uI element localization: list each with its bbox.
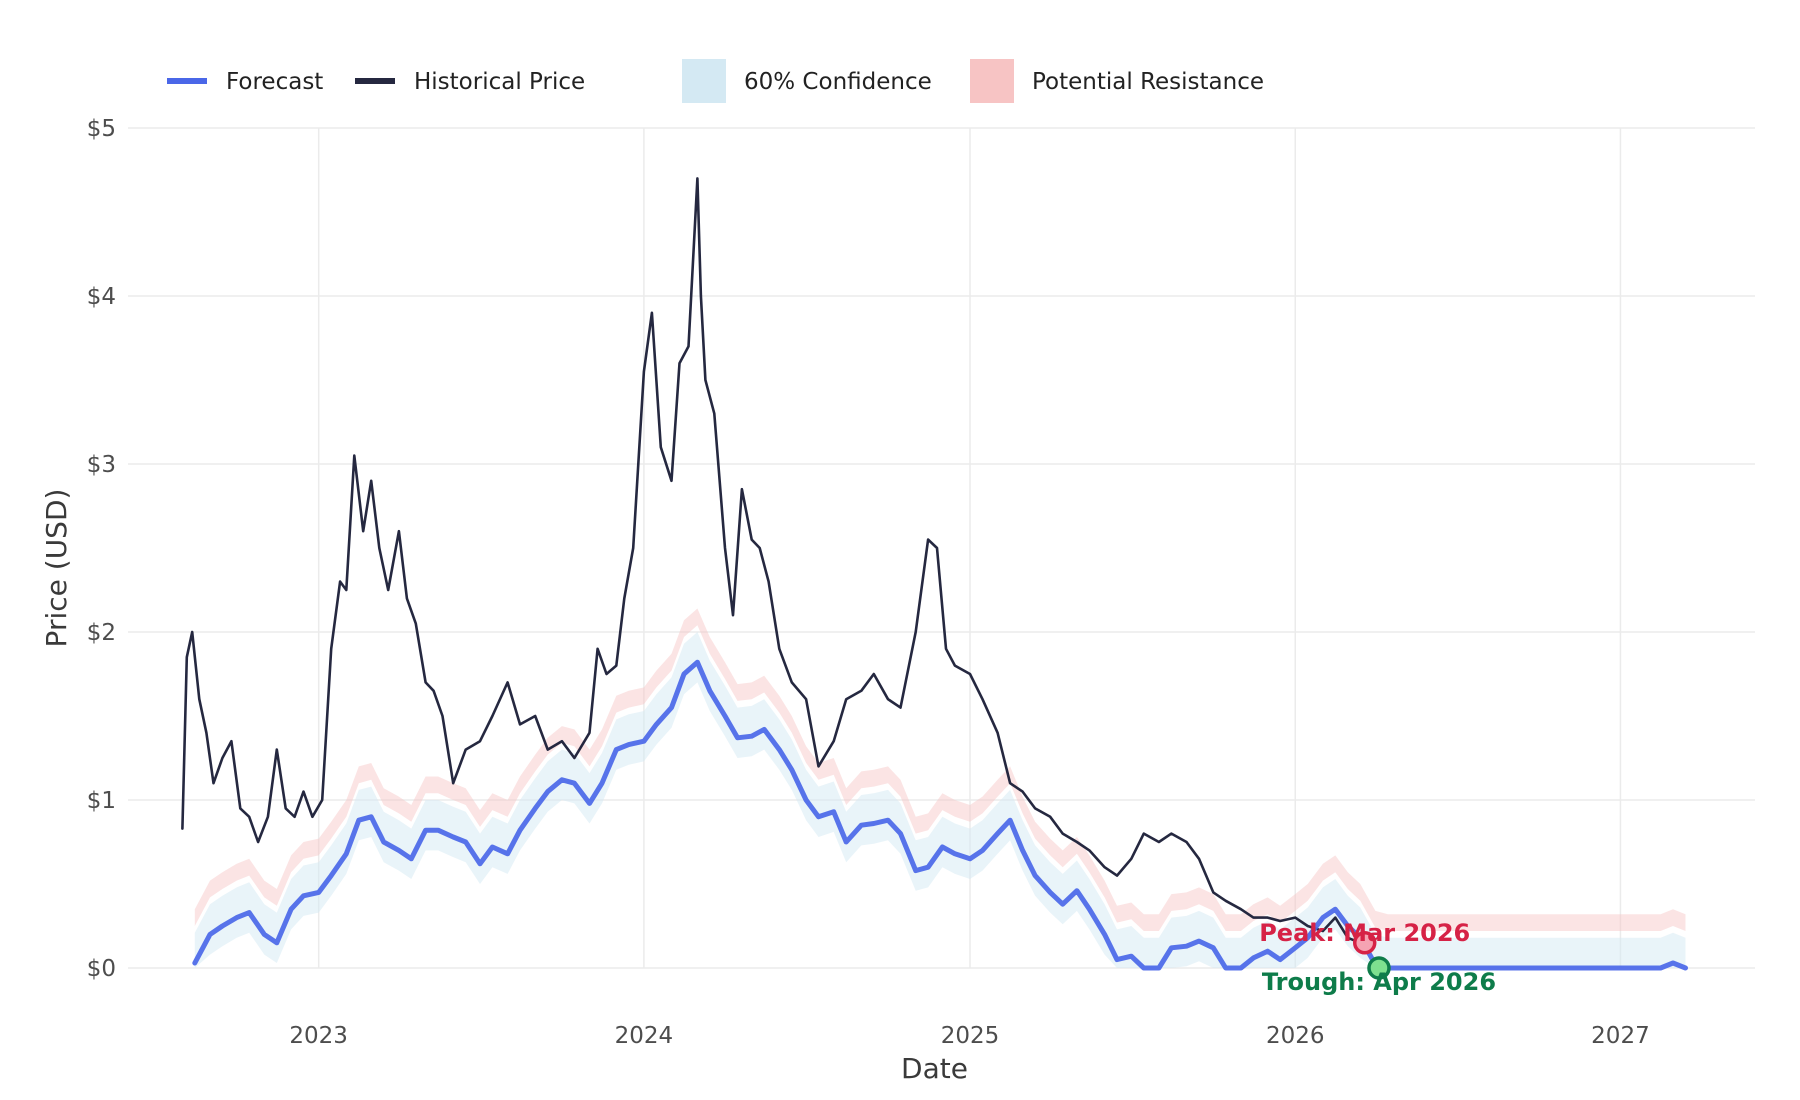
peak-annotation: Peak: Mar 2026 [1259,919,1470,947]
x-tick-label: 2026 [1266,1023,1325,1049]
legend-label: Potential Resistance [1032,69,1264,95]
legend-item-60-confidence: 60% Confidence [682,59,932,103]
marker-layer: Peak: Mar 2026 Trough: Apr 2026 [1259,919,1496,996]
y-axis-title: Price (USD) [40,489,73,648]
y-tick-label: $0 [87,956,116,982]
band-layer [194,608,1686,968]
legend-label: 60% Confidence [744,69,932,95]
y-tick-label: $3 [87,452,116,478]
x-tick-label: 2023 [289,1023,348,1049]
x-tick-label: 2027 [1591,1023,1650,1049]
x-tick-label: 2025 [941,1023,1000,1049]
legend-item-historical-price: Historical Price [355,69,585,95]
trough-annotation: Trough: Apr 2026 [1262,968,1496,996]
historical-price-line [181,177,1362,945]
x-axis-title: Date [901,1052,968,1085]
legend-item-forecast: Forecast [167,69,323,95]
legend: Forecast Historical Price 60% Confidence Po… [167,59,1264,103]
legend-swatch [682,59,726,103]
legend-label: Historical Price [414,69,585,95]
legend-item-potential-resistance: Potential Resistance [970,59,1264,103]
y-tick-label: $1 [87,788,116,814]
line-layer [181,177,1688,971]
x-tick-label: 2024 [615,1023,674,1049]
y-tick-label: $5 [87,116,116,142]
grid-layer [128,127,1755,969]
axis-layer: $0 $1 $2 $3 $4 $5 2023 2024 2025 2026 2027 Date Pric… [40,116,1650,1085]
trough-marker [1367,956,1391,980]
y-tick-label: $4 [87,284,116,310]
forecast-line [192,659,1688,971]
resistance-band [194,608,1686,931]
legend-swatch [970,59,1014,103]
peak-marker [1352,931,1377,955]
y-tick-label: $2 [87,620,116,646]
legend-label: Forecast [226,69,323,95]
